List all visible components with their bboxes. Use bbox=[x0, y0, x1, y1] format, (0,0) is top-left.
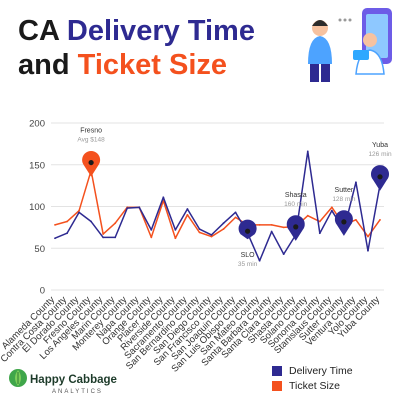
map-pin-dot bbox=[244, 228, 251, 234]
brand-name: Happy Cabbage bbox=[30, 374, 117, 386]
y-tick-label: 150 bbox=[29, 160, 45, 171]
annotation-label: Sutter bbox=[335, 187, 354, 194]
brand-subtitle: ANALYTICS bbox=[52, 389, 103, 395]
data-point bbox=[367, 249, 369, 252]
map-pin-dot bbox=[88, 159, 94, 166]
title-part-2: Delivery Time bbox=[66, 15, 255, 47]
y-tick-label: 200 bbox=[29, 119, 45, 130]
page-title: CA Delivery Time and Ticket Size bbox=[18, 14, 255, 82]
annotation-label: SLO bbox=[241, 252, 256, 259]
data-point bbox=[282, 226, 285, 229]
data-point bbox=[330, 209, 333, 212]
data-point bbox=[318, 220, 321, 223]
data-point bbox=[258, 223, 261, 226]
data-point bbox=[150, 236, 153, 239]
annotation-label: Shasta bbox=[285, 192, 307, 199]
data-point bbox=[270, 223, 273, 226]
annotation-label: Fresno bbox=[80, 128, 102, 135]
annotation-yuba: Yuba 126 min bbox=[368, 142, 392, 191]
data-point bbox=[210, 235, 213, 238]
data-point bbox=[306, 214, 309, 217]
legend-ticket-swatch bbox=[272, 381, 282, 391]
data-point bbox=[198, 231, 201, 234]
data-point bbox=[355, 218, 357, 221]
data-point bbox=[198, 228, 201, 230]
data-point bbox=[138, 206, 141, 209]
map-pin-dot bbox=[293, 224, 299, 230]
y-tick-label: 50 bbox=[34, 244, 45, 255]
data-point bbox=[355, 181, 357, 184]
annotation-fresno: Fresno Avg $148 bbox=[77, 128, 105, 177]
annotation-sublabel: 128 min bbox=[332, 196, 356, 203]
legend-ticket-label: Ticket Size bbox=[289, 380, 340, 392]
title-part-1: CA bbox=[18, 15, 67, 47]
data-point bbox=[126, 207, 129, 210]
legend-delivery-time: Delivery Time bbox=[272, 365, 353, 377]
annotation-sublabel: 160 min bbox=[284, 201, 308, 208]
y-tick-label: 100 bbox=[29, 202, 45, 213]
data-point bbox=[78, 209, 80, 212]
data-point bbox=[66, 220, 68, 223]
annotation-label: Yuba bbox=[372, 142, 388, 149]
people-illustration-icon bbox=[308, 8, 392, 82]
data-point bbox=[114, 222, 117, 225]
legend-delivery-label: Delivery Time bbox=[289, 365, 353, 377]
data-point bbox=[54, 237, 56, 240]
data-point bbox=[234, 216, 237, 219]
data-point bbox=[90, 220, 93, 223]
legend-delivery-swatch bbox=[272, 366, 282, 376]
data-point bbox=[174, 228, 177, 231]
annotation-slo: SLO 35 min bbox=[238, 219, 258, 268]
series-line-delivery-time bbox=[54, 150, 381, 262]
data-point bbox=[186, 213, 189, 216]
data-point bbox=[222, 222, 225, 225]
data-point bbox=[306, 150, 309, 153]
data-point bbox=[102, 236, 105, 239]
map-pin-dot bbox=[377, 174, 383, 180]
data-point bbox=[330, 206, 333, 209]
data-point bbox=[367, 235, 369, 238]
y-tick-label: 0 bbox=[40, 286, 45, 297]
data-point bbox=[114, 236, 117, 239]
map-pin-dot bbox=[341, 219, 347, 225]
data-point bbox=[210, 233, 213, 236]
data-point bbox=[174, 237, 177, 240]
title-part-3: and bbox=[18, 49, 78, 81]
annotation-sublabel: 126 min bbox=[368, 151, 392, 158]
annotation-sutter: Sutter 128 min bbox=[332, 187, 356, 236]
data-point bbox=[379, 218, 381, 221]
title-part-4: Ticket Size bbox=[77, 49, 228, 81]
data-point bbox=[186, 208, 189, 210]
annotation-sublabel: 35 min bbox=[238, 261, 258, 268]
data-point bbox=[258, 259, 261, 262]
data-point bbox=[102, 233, 105, 235]
annotation-shasta: Shasta 160 min bbox=[284, 192, 308, 241]
data-point bbox=[234, 211, 237, 214]
data-point bbox=[54, 223, 56, 226]
cabbage-logo-icon bbox=[9, 369, 27, 387]
legend-ticket-size: Ticket Size bbox=[272, 380, 340, 392]
data-point bbox=[78, 211, 80, 214]
data-point bbox=[282, 253, 285, 255]
annotation-sublabel: Avg $148 bbox=[77, 137, 105, 144]
data-point bbox=[66, 232, 68, 235]
data-point bbox=[162, 196, 165, 199]
data-point bbox=[270, 230, 273, 233]
data-point bbox=[150, 228, 153, 231]
data-point bbox=[318, 232, 321, 235]
series-line-ticket-size bbox=[54, 169, 381, 239]
data-point bbox=[222, 228, 225, 230]
